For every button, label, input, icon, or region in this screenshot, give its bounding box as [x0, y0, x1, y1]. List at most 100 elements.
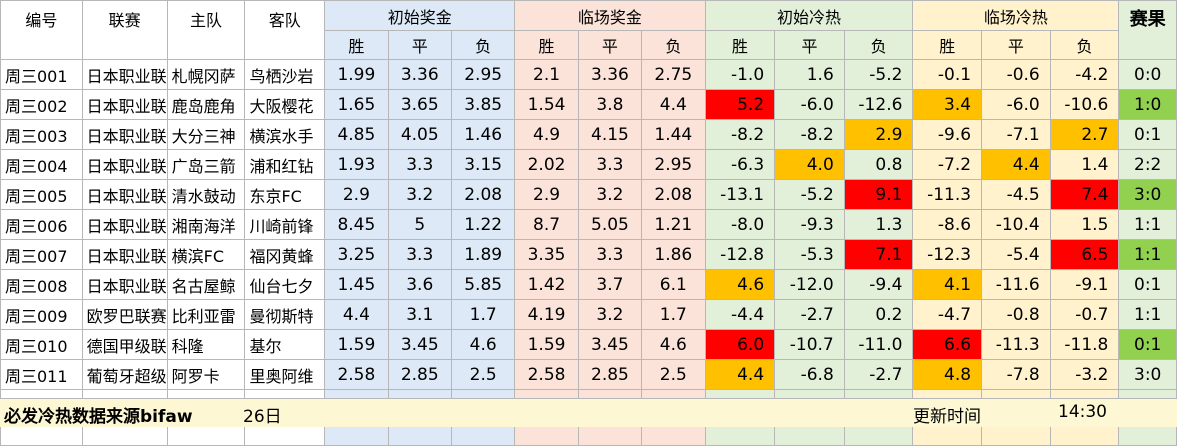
table-row: 周三004 日本职业联 广岛三箭 浦和红钻 1.93 3.3 3.15 2.02 3.3 2.95…: [0, 149, 1177, 180]
date-label: 26日: [243, 407, 282, 427]
live-heat-cell: -7.2: [912, 149, 983, 180]
result-cell: 0:0: [1118, 59, 1177, 90]
match-id-cell: 周三005: [0, 179, 83, 210]
initial-prize-cell: 1.89: [450, 239, 516, 270]
initial-heat-cell: -5.2: [843, 59, 914, 90]
table-row: 周三001 日本职业联 札幌冈萨 鸟栖沙岩 1.99 3.36 2.95 2.1 3.36 2.7…: [0, 59, 1177, 90]
initial-heat-cell: -12.8: [704, 239, 776, 270]
live-prize-cell: 4.9: [514, 119, 579, 150]
header-live-heat: 临场冷热: [912, 0, 1120, 31]
live-prize-cell: 4.6: [641, 329, 706, 360]
initial-prize-cell: 3.65: [387, 89, 452, 120]
league-cell: 日本职业联: [81, 59, 168, 90]
live-heat-cell: -10.6: [1049, 89, 1120, 120]
live-heat-cell: -8.6: [912, 209, 983, 240]
result-cell: 2:2: [1118, 149, 1177, 180]
league-cell: 日本职业联: [81, 89, 168, 120]
initial-heat-cell: 0.2: [843, 299, 914, 330]
league-cell: 日本职业联: [81, 149, 168, 180]
live-heat-cell: 2.7: [1049, 119, 1120, 150]
league-cell: 日本职业联: [81, 269, 168, 300]
table-row: 周三008 日本职业联 名古屋鲸 仙台七夕 1.45 3.6 5.85 1.42 3.7 6.1 4…: [0, 269, 1177, 300]
league-cell: 日本职业联: [81, 119, 168, 150]
header-id: 编号: [0, 0, 83, 60]
initial-prize-cell: 8.45: [324, 209, 389, 240]
live-heat-cell: 3.4: [912, 89, 983, 120]
live-heat-cell: 6.5: [1049, 239, 1120, 270]
away-team-cell: 浦和红钻: [244, 149, 326, 180]
result-cell: 1:1: [1118, 209, 1177, 240]
live-prize-cell: 6.1: [641, 269, 706, 300]
initial-prize-cell: 2.58: [324, 359, 389, 390]
initial-prize-cell: 3.25: [324, 239, 389, 270]
data-source-label: 必发冷热数据来源bifaw: [4, 407, 193, 427]
header-result: 赛果: [1118, 0, 1177, 60]
initial-prize-cell: 1.99: [324, 59, 389, 90]
result-cell: 3:0: [1118, 359, 1177, 390]
initial-prize-cell: 3.6: [387, 269, 452, 300]
live-prize-cell: 3.35: [514, 239, 579, 270]
initial-prize-cell: 1.46: [450, 119, 516, 150]
initial-prize-cell: 1.7: [450, 299, 516, 330]
live-prize-cell: 1.44: [641, 119, 706, 150]
home-team-cell: 横滨FC: [166, 239, 246, 270]
initial-prize-cell: 3.36: [387, 59, 452, 90]
sub-header-lose: 负: [1049, 30, 1120, 60]
initial-heat-cell: 2.9: [843, 119, 914, 150]
initial-prize-cell: 1.22: [450, 209, 516, 240]
league-cell: 葡萄牙超级: [81, 359, 168, 390]
initial-prize-cell: 3.3: [387, 239, 452, 270]
sub-header-draw: 平: [981, 30, 1051, 60]
initial-prize-cell: 3.45: [387, 329, 452, 360]
live-heat-cell: 4.1: [912, 269, 983, 300]
live-heat-cell: 1.5: [1049, 209, 1120, 240]
away-team-cell: 福冈黄蜂: [244, 239, 326, 270]
league-cell: 欧罗巴联赛: [81, 299, 168, 330]
result-cell: 0:1: [1118, 119, 1177, 150]
match-id-cell: 周三010: [0, 329, 83, 360]
live-prize-cell: 4.19: [514, 299, 579, 330]
match-id-cell: 周三008: [0, 269, 83, 300]
initial-heat-cell: -11.0: [843, 329, 914, 360]
initial-heat-cell: -8.2: [704, 119, 776, 150]
initial-prize-cell: 4.05: [387, 119, 452, 150]
table-row: 周三011 葡萄牙超级 阿罗卡 里奥阿维 2.58 2.85 2.5 2.58 2.85 2.5 4…: [0, 359, 1177, 390]
initial-prize-cell: 4.6: [450, 329, 516, 360]
match-id-cell: 周三007: [0, 239, 83, 270]
live-heat-cell: -11.3: [912, 179, 983, 210]
live-heat-cell: -7.8: [981, 359, 1051, 390]
initial-prize-cell: 3.3: [387, 149, 452, 180]
away-team-cell: 里奥阿维: [244, 359, 326, 390]
away-team-cell: 大阪樱花: [244, 89, 326, 120]
live-heat-cell: 4.8: [912, 359, 983, 390]
header-home: 主队: [166, 0, 246, 60]
initial-prize-cell: 1.93: [324, 149, 389, 180]
live-heat-cell: -9.6: [912, 119, 983, 150]
initial-heat-cell: -12.6: [843, 89, 914, 120]
sub-header-win: 胜: [912, 30, 983, 60]
result-cell: 0:1: [1118, 269, 1177, 300]
away-team-cell: 横滨水手: [244, 119, 326, 150]
initial-prize-cell: 3.85: [450, 89, 516, 120]
live-heat-cell: -0.1: [912, 59, 983, 90]
away-team-cell: 鸟栖沙岩: [244, 59, 326, 90]
initial-heat-cell: -6.8: [774, 359, 845, 390]
live-prize-cell: 2.75: [641, 59, 706, 90]
live-heat-cell: 1.4: [1049, 149, 1120, 180]
live-prize-cell: 5.05: [577, 209, 643, 240]
initial-heat-cell: -9.3: [774, 209, 845, 240]
result-cell: 1:1: [1118, 299, 1177, 330]
header-live-prize: 临场奖金: [514, 0, 706, 31]
initial-heat-cell: -13.1: [704, 179, 776, 210]
initial-heat-cell: -5.2: [774, 179, 845, 210]
sub-header-lose: 负: [641, 30, 706, 60]
initial-heat-cell: 9.1: [843, 179, 914, 210]
live-prize-cell: 2.08: [641, 179, 706, 210]
live-prize-cell: 2.9: [514, 179, 579, 210]
sub-header-lose: 负: [450, 30, 516, 60]
live-prize-cell: 1.7: [641, 299, 706, 330]
initial-prize-cell: 3.1: [387, 299, 452, 330]
home-team-cell: 阿罗卡: [166, 359, 246, 390]
live-prize-cell: 2.58: [514, 359, 579, 390]
